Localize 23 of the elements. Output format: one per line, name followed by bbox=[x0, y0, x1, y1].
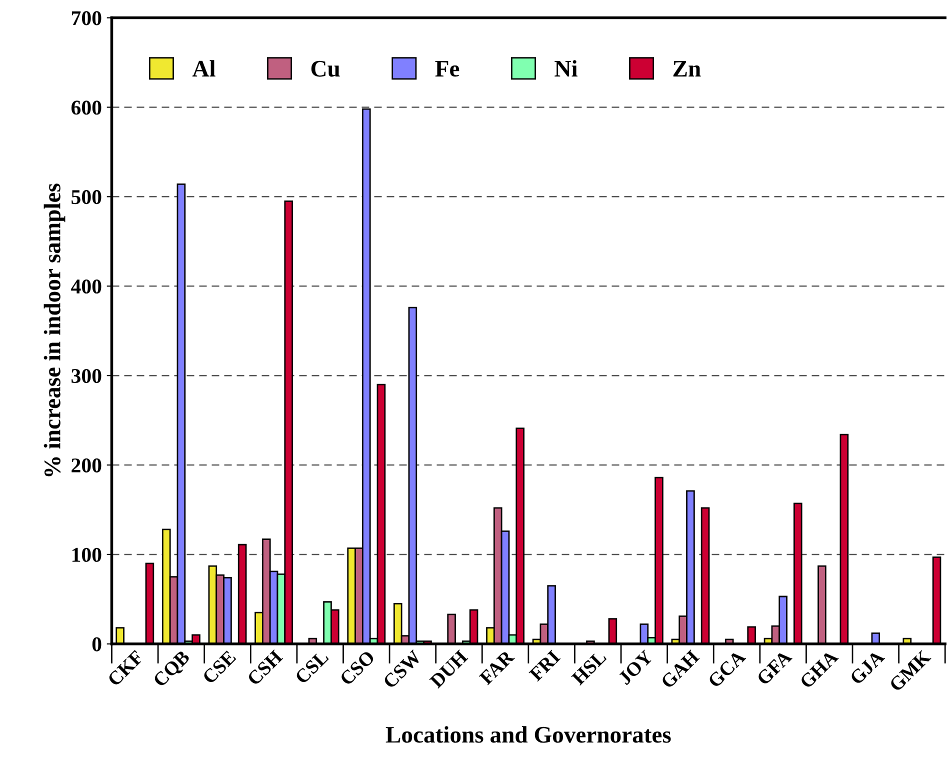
y-axis-title: % increase in indoor samples bbox=[44, 184, 66, 476]
x-tick-label: GJA bbox=[849, 649, 886, 686]
y-tick-label: 600 bbox=[71, 100, 102, 115]
y-tick-label: 200 bbox=[72, 458, 102, 472]
y-tick-label: 500 bbox=[72, 190, 102, 204]
y-tick-label: 300 bbox=[72, 368, 102, 383]
x-tick-label: GFA bbox=[756, 649, 793, 686]
y-tick-label: 400 bbox=[71, 279, 102, 294]
x-tick-label: CSO bbox=[339, 650, 376, 686]
y-tick-label: 700 bbox=[72, 11, 102, 26]
legend-label: Al bbox=[192, 60, 216, 76]
x-tick-label: CSE bbox=[202, 650, 236, 685]
x-tick-label: GCA bbox=[707, 649, 746, 688]
y-tick-label: 100 bbox=[72, 548, 102, 562]
x-axis-title: Locations and Governorates bbox=[386, 726, 671, 743]
y-tick-label: 0 bbox=[92, 637, 102, 652]
legend-label: Ni bbox=[554, 60, 578, 76]
x-tick-label: CSL bbox=[294, 650, 330, 685]
legend-label: Cu bbox=[311, 60, 340, 77]
x-tick-label: FRI bbox=[528, 650, 561, 682]
legend-label: Fe bbox=[435, 61, 460, 77]
legend-label: Zn bbox=[673, 61, 701, 76]
x-tick-label: HSL bbox=[571, 650, 607, 686]
